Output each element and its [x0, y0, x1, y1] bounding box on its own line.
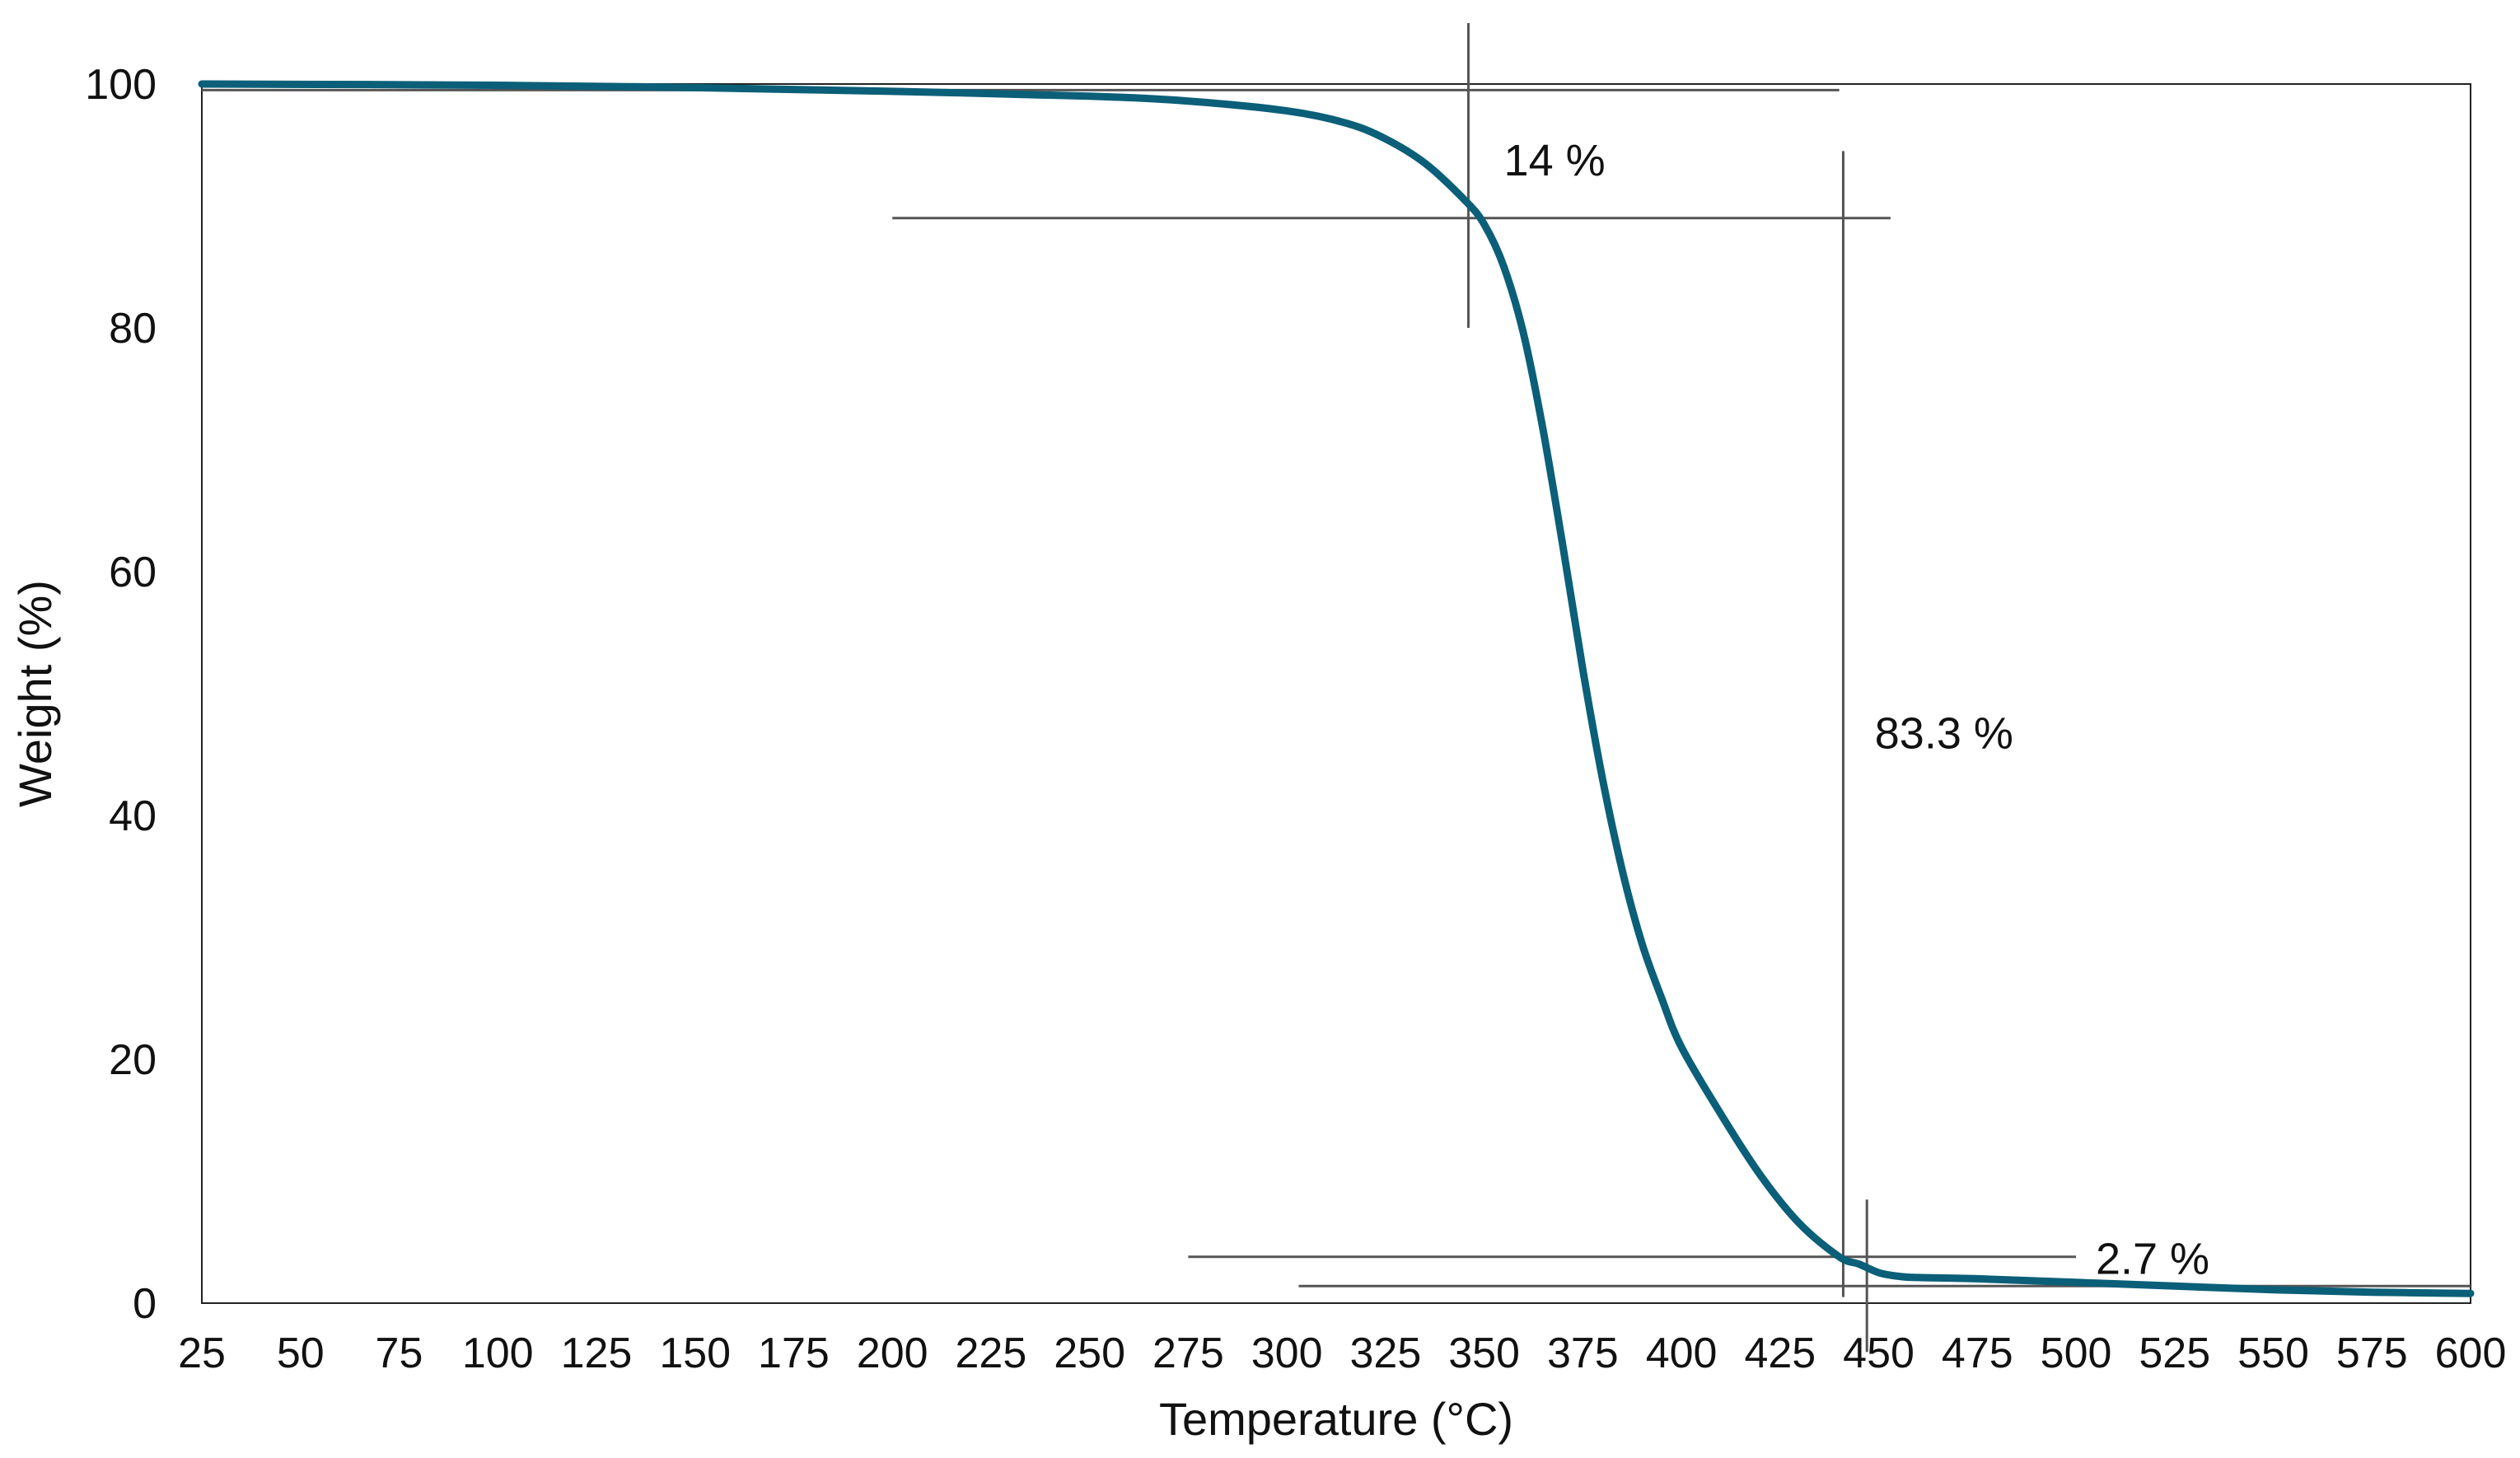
x-tick-label-325: 325: [1349, 1329, 1421, 1377]
y-axis-title: Weight (%): [9, 580, 61, 807]
reference-lines: [202, 23, 2471, 1353]
y-tick-label-20: 20: [109, 1036, 157, 1084]
annotation-2: 2.7 %: [2096, 1234, 2209, 1283]
x-tick-label-200: 200: [857, 1329, 928, 1377]
x-tick-label-25: 25: [178, 1329, 226, 1377]
x-tick-label-375: 375: [1547, 1329, 1619, 1377]
y-tick-label-80: 80: [109, 305, 157, 353]
x-axis-title: Temperature (°C): [1159, 1393, 1513, 1445]
x-tick-label-425: 425: [1744, 1329, 1816, 1377]
y-tick-label-100: 100: [85, 61, 157, 109]
x-tick-label-250: 250: [1054, 1329, 1125, 1377]
x-tick-label-150: 150: [659, 1329, 731, 1377]
x-tick-label-50: 50: [277, 1329, 325, 1377]
y-tick-label-0: 0: [133, 1280, 157, 1328]
x-tick-label-550: 550: [2237, 1329, 2309, 1377]
x-tick-labels: 25 50 75 100 125 150 175 200 225 250 275 300 325 350 3…: [178, 1329, 2506, 1377]
x-tick-label-600: 600: [2435, 1329, 2507, 1377]
x-tick-label-575: 575: [2336, 1329, 2408, 1377]
y-tick-label-60: 60: [109, 549, 157, 596]
x-tick-label-350: 350: [1448, 1329, 1520, 1377]
x-tick-label-100: 100: [462, 1329, 534, 1377]
annotation-0: 14 %: [1504, 136, 1606, 185]
x-tick-label-225: 225: [956, 1329, 1027, 1377]
x-tick-label-525: 525: [2139, 1329, 2210, 1377]
y-tick-labels: 0 20 40 60 80 100: [85, 61, 157, 1328]
x-tick-label-500: 500: [2041, 1329, 2112, 1377]
x-tick-label-175: 175: [758, 1329, 830, 1377]
y-tick-label-40: 40: [109, 792, 157, 840]
series-layer: [198, 80, 2475, 1297]
annotation-1: 83.3 %: [1875, 709, 2013, 759]
annotations: 14 % 83.3 % 2.7 %: [1504, 136, 2210, 1283]
x-tick-label-300: 300: [1251, 1329, 1323, 1377]
x-tick-label-475: 475: [1942, 1329, 2013, 1377]
x-tick-label-75: 75: [376, 1329, 423, 1377]
x-tick-label-125: 125: [561, 1329, 633, 1377]
weight-curve-series-0: [198, 80, 2475, 1297]
x-tick-label-400: 400: [1646, 1329, 1718, 1377]
plot-area-frame: [201, 83, 2471, 1304]
x-tick-label-450: 450: [1843, 1329, 1915, 1377]
x-tick-label-275: 275: [1152, 1329, 1224, 1377]
